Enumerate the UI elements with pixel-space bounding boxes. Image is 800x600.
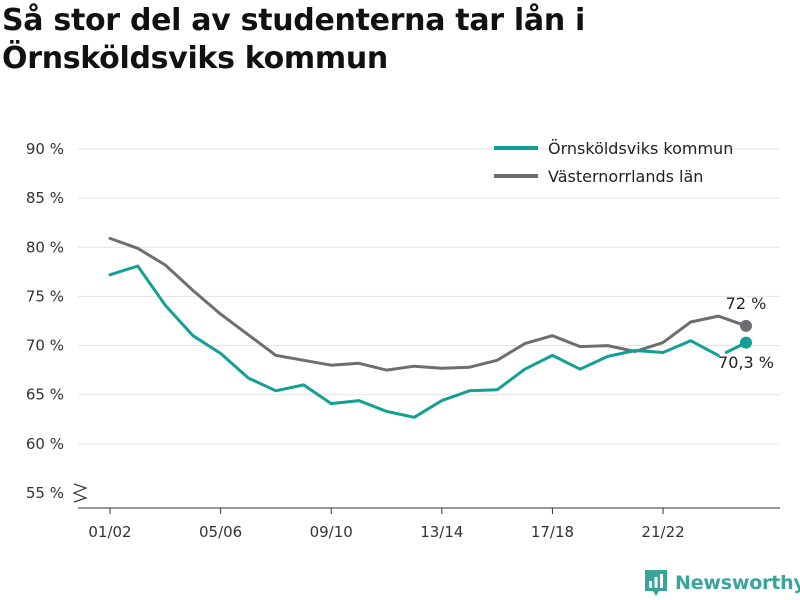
newsworthy-brand: Newsworthy (643, 568, 800, 598)
chart-title-line-1: Så stor del av studenterna tar lån i (2, 3, 586, 38)
x-tick-label: 09/10 (310, 523, 353, 541)
y-tick-label: 85 % (26, 189, 64, 207)
y-tick-label: 80 % (26, 238, 64, 256)
x-tick-label: 01/02 (88, 523, 131, 541)
chart-title-line-2: Örnsköldsviks kommun (2, 41, 388, 76)
series-end-point-1 (740, 319, 752, 332)
y-tick-label: 65 % (26, 386, 64, 404)
end-value-label: 72 % (726, 294, 767, 313)
x-tick-label: 13/14 (420, 523, 463, 541)
series-line-0 (108, 264, 720, 419)
y-tick-label: 60 % (26, 435, 64, 453)
gridlines (78, 148, 780, 445)
x-tick-label: 17/18 (531, 523, 574, 541)
end-value-label: 70,3 % (718, 353, 774, 372)
x-tick-label: 21/22 (641, 523, 684, 541)
y-axis: 55 % 60 % 65 % 70 % 75 % 80 % 85 % 90 % (26, 140, 64, 502)
x-tick-label: 05/06 (199, 523, 242, 541)
newsworthy-wordmark: Newsworthy (675, 572, 800, 594)
newsworthy-logo-icon (645, 570, 667, 596)
legend-label: Västernorrlands län (548, 167, 703, 186)
legend: Örnsköldsviks kommun Västernorrlands län (494, 139, 733, 186)
x-axis: 01/02 05/06 09/10 13/14 17/18 21/22 (72, 483, 780, 541)
series-layer: 72 % 70,3 % (108, 236, 774, 419)
legend-label: Örnsköldsviks kommun (548, 139, 733, 158)
y-tick-label: 70 % (26, 337, 64, 355)
y-tick-label: 90 % (26, 140, 64, 158)
y-tick-label: 55 % (26, 484, 64, 502)
series-end-point-0 (740, 336, 752, 349)
axis-break-icon (72, 483, 88, 503)
chart-title: Så stor del av studenterna tar lån i Örn… (2, 2, 782, 78)
y-tick-label: 75 % (26, 287, 64, 305)
